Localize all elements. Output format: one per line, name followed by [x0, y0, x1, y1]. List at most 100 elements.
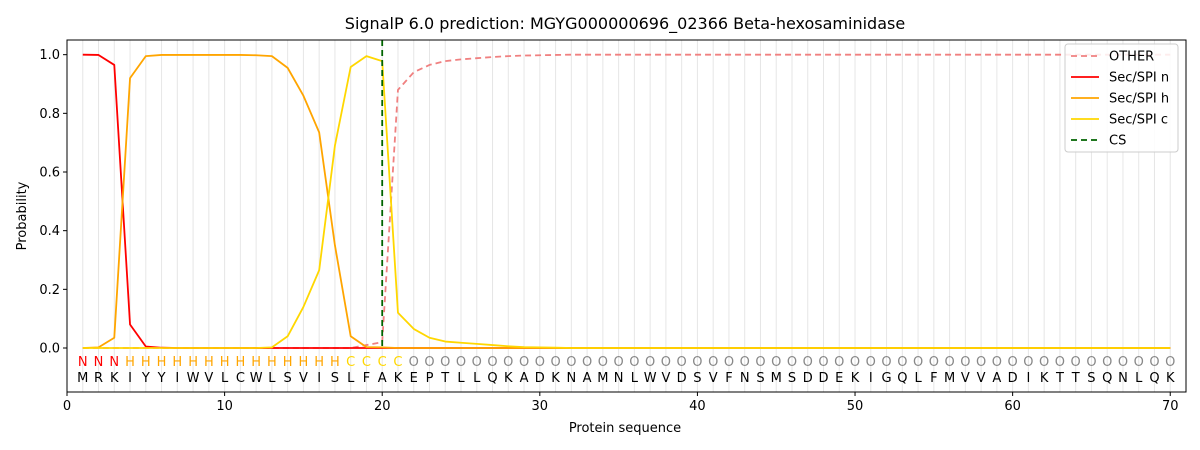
- region-label: H: [157, 355, 167, 370]
- residue-label: I: [869, 371, 873, 386]
- residue-label: L: [457, 371, 465, 386]
- region-label: O: [929, 355, 939, 370]
- region-label: H: [330, 355, 340, 370]
- region-label: O: [866, 355, 876, 370]
- residue-label: F: [725, 371, 732, 386]
- region-label: N: [109, 355, 119, 370]
- region-label: O: [503, 355, 513, 370]
- residue-label: D: [535, 371, 545, 386]
- region-label: O: [487, 355, 497, 370]
- region-label: O: [992, 355, 1002, 370]
- region-label: O: [629, 355, 639, 370]
- residue-label: T: [440, 371, 449, 386]
- region-label: O: [944, 355, 954, 370]
- residue-label: T: [1055, 371, 1064, 386]
- region-label: O: [661, 355, 671, 370]
- residue-label: D: [677, 371, 687, 386]
- residue-label: S: [331, 371, 339, 386]
- region-label: O: [1134, 355, 1144, 370]
- region-label: H: [220, 355, 230, 370]
- residue-label: F: [930, 371, 937, 386]
- residue-label: S: [693, 371, 701, 386]
- residue-label: G: [882, 371, 892, 386]
- residue-label: R: [94, 371, 103, 386]
- y-tick-label: 0.4: [39, 224, 60, 239]
- x-tick-label: 30: [532, 399, 549, 414]
- x-tick-label: 10: [216, 399, 233, 414]
- residue-label: I: [317, 371, 321, 386]
- region-label: O: [424, 355, 434, 370]
- region-label: O: [960, 355, 970, 370]
- x-axis-label: Protein sequence: [569, 421, 681, 436]
- region-label: O: [881, 355, 891, 370]
- region-label: O: [1023, 355, 1033, 370]
- region-label: H: [283, 355, 293, 370]
- legend-label: Sec/SPI c: [1109, 113, 1168, 128]
- region-label: O: [1039, 355, 1049, 370]
- region-label: H: [314, 355, 324, 370]
- region-label: O: [1165, 355, 1175, 370]
- region-label: O: [1149, 355, 1159, 370]
- residue-label: I: [1026, 371, 1030, 386]
- residue-label: M: [77, 371, 88, 386]
- region-label: H: [172, 355, 182, 370]
- region-label: H: [204, 355, 214, 370]
- region-label: O: [740, 355, 750, 370]
- region-label: H: [299, 355, 309, 370]
- region-label: O: [614, 355, 624, 370]
- residue-label: L: [347, 371, 355, 386]
- residue-label: N: [1118, 371, 1128, 386]
- region-label: O: [771, 355, 781, 370]
- chart-title: SignalP 6.0 prediction: MGYG000000696_02…: [345, 14, 905, 34]
- region-label: O: [976, 355, 986, 370]
- legend-label: CS: [1109, 134, 1126, 149]
- residue-label: Q: [1102, 371, 1112, 386]
- residue-label: K: [110, 371, 119, 386]
- residue-label: E: [835, 371, 843, 386]
- region-label: O: [818, 355, 828, 370]
- residue-label: W: [250, 371, 263, 386]
- region-label: O: [1071, 355, 1081, 370]
- residue-label: Q: [487, 371, 497, 386]
- residue-label: S: [284, 371, 292, 386]
- region-label: O: [755, 355, 765, 370]
- residue-label: S: [1087, 371, 1095, 386]
- region-label: O: [598, 355, 608, 370]
- region-label: C: [393, 355, 402, 370]
- residue-label: A: [992, 371, 1001, 386]
- region-label: H: [188, 355, 198, 370]
- legend: OTHER Sec/SPI n Sec/SPI h Sec/SPI c CS: [1064, 43, 1179, 153]
- region-label: H: [251, 355, 261, 370]
- region-label: H: [125, 355, 135, 370]
- residue-label: A: [583, 371, 592, 386]
- region-label: O: [724, 355, 734, 370]
- residue-label: P: [426, 371, 434, 386]
- y-tick-label: 0.6: [39, 166, 60, 181]
- legend-label: Sec/SPI n: [1109, 71, 1169, 86]
- residue-label: K: [851, 371, 860, 386]
- residue-label: N: [740, 371, 750, 386]
- residue-label: E: [410, 371, 418, 386]
- residue-label: T: [1071, 371, 1080, 386]
- legend-label: OTHER: [1109, 50, 1154, 65]
- region-label: H: [267, 355, 277, 370]
- region-label: O: [519, 355, 529, 370]
- residue-label: C: [236, 371, 245, 386]
- y-tick-label: 1.0: [39, 48, 60, 63]
- region-label: N: [94, 355, 104, 370]
- residue-label: S: [756, 371, 764, 386]
- residue-label: V: [204, 371, 213, 386]
- region-label: O: [472, 355, 482, 370]
- x-tick-label: 20: [374, 399, 391, 414]
- region-label: C: [362, 355, 371, 370]
- region-label: O: [913, 355, 923, 370]
- residue-label: Q: [1149, 371, 1159, 386]
- residue-label: M: [597, 371, 608, 386]
- x-tick-label: 0: [63, 399, 71, 414]
- residue-label: W: [187, 371, 200, 386]
- residue-label: V: [299, 371, 308, 386]
- residue-label: L: [221, 371, 229, 386]
- region-label: O: [535, 355, 545, 370]
- residue-label: V: [661, 371, 670, 386]
